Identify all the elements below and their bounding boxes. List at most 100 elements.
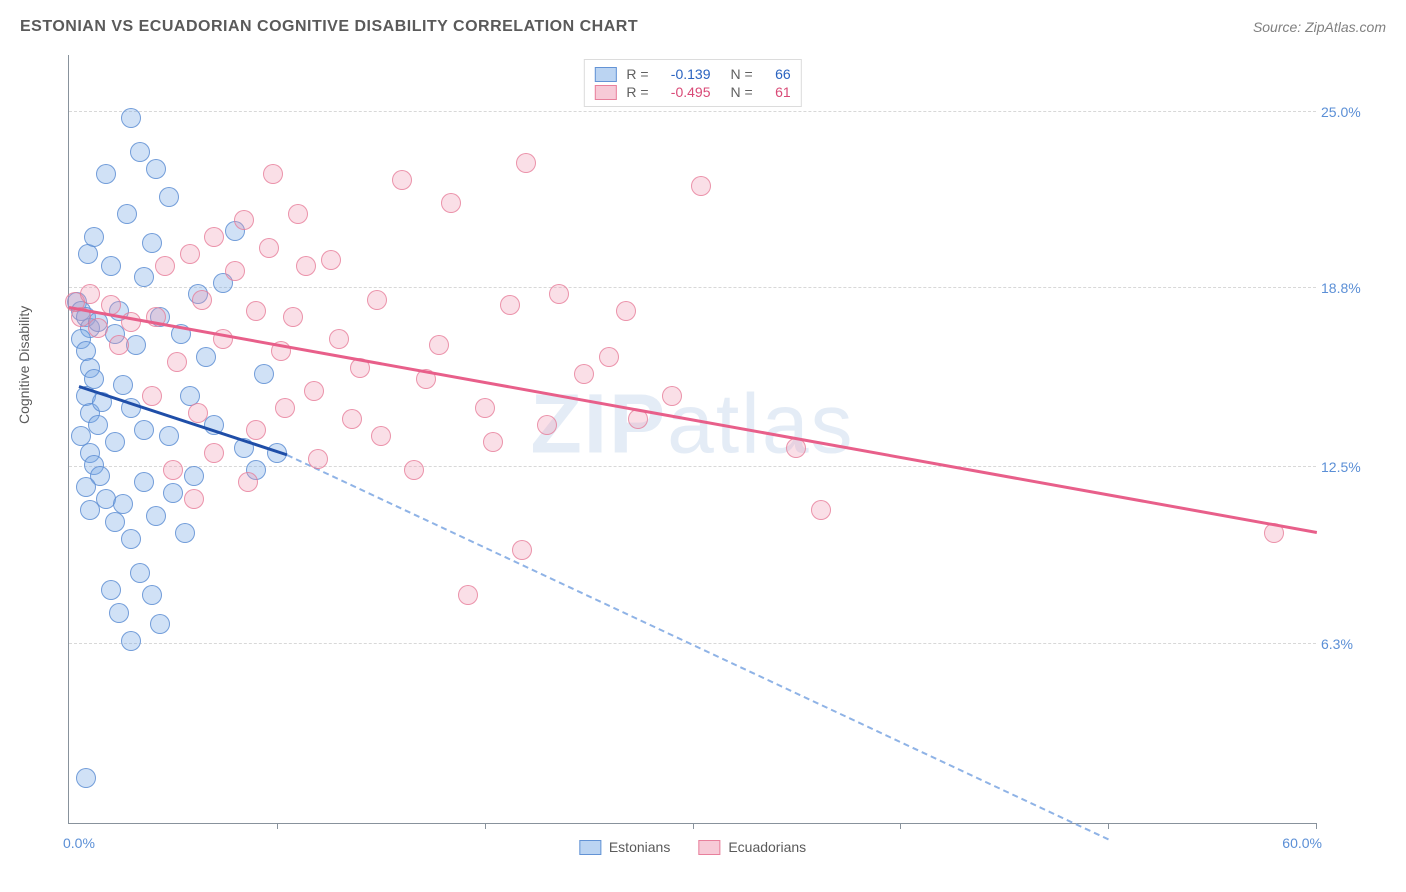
legend-row: R =-0.495N =61 xyxy=(594,83,790,101)
x-min-label: 0.0% xyxy=(63,835,95,851)
data-point xyxy=(616,301,636,321)
data-point xyxy=(321,250,341,270)
gridline xyxy=(69,111,1316,112)
data-point xyxy=(246,301,266,321)
data-point xyxy=(121,631,141,651)
legend-r-value: -0.495 xyxy=(659,84,711,100)
legend-n-value: 66 xyxy=(763,66,791,82)
data-point xyxy=(167,352,187,372)
legend-item: Ecuadorians xyxy=(698,839,806,855)
data-point xyxy=(184,489,204,509)
x-max-label: 60.0% xyxy=(1282,835,1322,851)
data-point xyxy=(80,284,100,304)
data-point xyxy=(180,244,200,264)
x-tick xyxy=(1316,823,1317,829)
data-point xyxy=(130,563,150,583)
data-point xyxy=(96,164,116,184)
legend-r-label: R = xyxy=(626,66,648,82)
data-point xyxy=(549,284,569,304)
data-point xyxy=(121,529,141,549)
data-point xyxy=(88,318,108,338)
data-point xyxy=(130,142,150,162)
data-point xyxy=(204,443,224,463)
data-point xyxy=(155,256,175,276)
data-point xyxy=(134,267,154,287)
data-point xyxy=(113,375,133,395)
data-point xyxy=(662,386,682,406)
data-point xyxy=(225,261,245,281)
data-point xyxy=(296,256,316,276)
data-point xyxy=(88,415,108,435)
y-axis-label: Cognitive Disability xyxy=(16,305,32,423)
data-point xyxy=(275,398,295,418)
data-point xyxy=(512,540,532,560)
data-point xyxy=(371,426,391,446)
data-point xyxy=(238,472,258,492)
legend-n-label: N = xyxy=(731,66,753,82)
legend-series: Estonians Ecuadorians xyxy=(579,839,806,855)
data-point xyxy=(163,460,183,480)
data-point xyxy=(429,335,449,355)
data-point xyxy=(84,227,104,247)
data-point xyxy=(283,307,303,327)
legend-swatch xyxy=(594,85,616,100)
legend-correlation: R =-0.139N =66R =-0.495N =61 xyxy=(583,59,801,107)
legend-label: Ecuadorians xyxy=(728,839,806,855)
legend-item: Estonians xyxy=(579,839,670,855)
data-point xyxy=(404,460,424,480)
data-point xyxy=(117,204,137,224)
data-point xyxy=(78,244,98,264)
y-tick-label: 12.5% xyxy=(1321,459,1376,475)
data-point xyxy=(109,335,129,355)
data-point xyxy=(134,472,154,492)
data-point xyxy=(500,295,520,315)
y-tick-label: 25.0% xyxy=(1321,104,1376,120)
data-point xyxy=(113,494,133,514)
legend-n-label: N = xyxy=(731,84,753,100)
legend-swatch xyxy=(579,840,601,855)
data-point xyxy=(80,500,100,520)
data-point xyxy=(146,159,166,179)
legend-swatch xyxy=(698,840,720,855)
chart-container: Cognitive Disability ZIPatlas R =-0.139N… xyxy=(20,55,1386,872)
data-point xyxy=(109,603,129,623)
data-point xyxy=(259,238,279,258)
x-tick xyxy=(900,823,901,829)
data-point xyxy=(146,506,166,526)
trend-line xyxy=(287,454,1109,840)
data-point xyxy=(811,500,831,520)
data-point xyxy=(142,585,162,605)
data-point xyxy=(163,483,183,503)
gridline xyxy=(69,287,1316,288)
data-point xyxy=(329,329,349,349)
data-point xyxy=(101,256,121,276)
data-point xyxy=(159,187,179,207)
data-point xyxy=(475,398,495,418)
data-point xyxy=(204,227,224,247)
y-tick-label: 6.3% xyxy=(1321,636,1376,652)
data-point xyxy=(691,176,711,196)
legend-n-value: 61 xyxy=(763,84,791,100)
data-point xyxy=(392,170,412,190)
data-point xyxy=(254,364,274,384)
data-point xyxy=(150,614,170,634)
data-point xyxy=(134,420,154,440)
data-point xyxy=(342,409,362,429)
y-tick-label: 18.8% xyxy=(1321,280,1376,296)
data-point xyxy=(105,512,125,532)
legend-r-value: -0.139 xyxy=(659,66,711,82)
x-tick xyxy=(485,823,486,829)
data-point xyxy=(483,432,503,452)
data-point xyxy=(537,415,557,435)
legend-label: Estonians xyxy=(609,839,670,855)
x-tick xyxy=(277,823,278,829)
x-tick xyxy=(1108,823,1109,829)
data-point xyxy=(76,768,96,788)
data-point xyxy=(188,403,208,423)
data-point xyxy=(142,233,162,253)
data-point xyxy=(308,449,328,469)
scatter-plot: ZIPatlas R =-0.139N =66R =-0.495N =61 Es… xyxy=(68,55,1316,824)
data-point xyxy=(288,204,308,224)
data-point xyxy=(76,477,96,497)
data-point xyxy=(196,347,216,367)
